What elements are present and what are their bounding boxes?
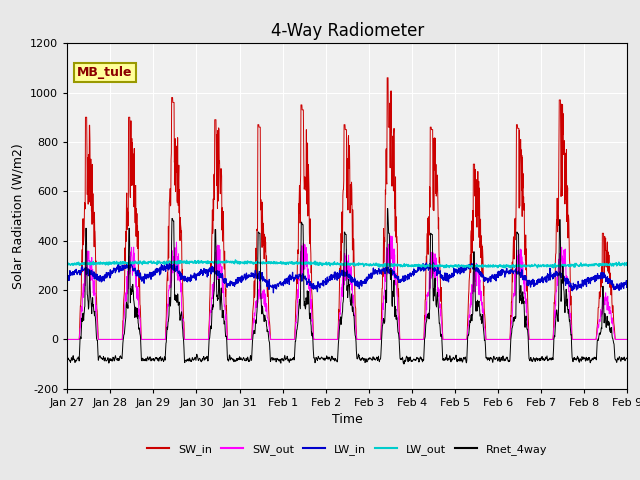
LW_out: [63, 262, 71, 268]
SW_out: [63, 336, 71, 342]
SW_out: [246, 336, 254, 342]
LW_out: [247, 259, 255, 264]
Text: MB_tule: MB_tule: [77, 66, 132, 79]
Rnet_4way: [623, 355, 631, 361]
SW_in: [356, 336, 364, 342]
LW_in: [230, 280, 238, 286]
LW_out: [239, 259, 247, 265]
Rnet_4way: [400, 361, 408, 367]
SW_out: [239, 336, 247, 342]
Rnet_4way: [230, 359, 237, 364]
LW_out: [542, 263, 550, 269]
Line: Rnet_4way: Rnet_4way: [67, 209, 627, 364]
LW_out: [356, 261, 364, 266]
LW_in: [356, 279, 364, 285]
SW_in: [230, 336, 237, 342]
SW_in: [541, 336, 549, 342]
LW_out: [232, 257, 239, 263]
SW_in: [383, 75, 391, 81]
SW_out: [619, 336, 627, 342]
LW_in: [247, 274, 255, 279]
Rnet_4way: [246, 353, 254, 359]
Line: SW_out: SW_out: [67, 235, 627, 339]
Rnet_4way: [383, 206, 391, 212]
Y-axis label: Solar Radiation (W/m2): Solar Radiation (W/m2): [12, 143, 24, 289]
Rnet_4way: [619, 356, 627, 362]
Line: SW_in: SW_in: [67, 78, 627, 339]
LW_out: [623, 262, 631, 268]
SW_out: [230, 336, 237, 342]
LW_in: [619, 281, 627, 287]
Line: LW_in: LW_in: [67, 263, 627, 293]
LW_in: [269, 290, 277, 296]
LW_in: [239, 277, 247, 283]
Legend: SW_in, SW_out, LW_in, LW_out, Rnet_4way: SW_in, SW_out, LW_in, LW_out, Rnet_4way: [142, 439, 552, 459]
LW_out: [619, 260, 627, 266]
SW_out: [386, 232, 394, 238]
SW_in: [619, 336, 627, 342]
LW_out: [501, 265, 509, 271]
LW_in: [126, 260, 134, 266]
SW_out: [356, 336, 364, 342]
Title: 4-Way Radiometer: 4-Way Radiometer: [271, 22, 424, 40]
SW_in: [246, 336, 254, 342]
Line: LW_out: LW_out: [67, 260, 627, 268]
LW_in: [542, 278, 550, 284]
LW_out: [230, 260, 237, 266]
Rnet_4way: [356, 355, 364, 360]
SW_in: [623, 336, 631, 342]
Rnet_4way: [239, 356, 247, 362]
SW_in: [63, 336, 71, 342]
Rnet_4way: [63, 358, 71, 363]
SW_out: [541, 336, 549, 342]
Rnet_4way: [542, 356, 550, 362]
SW_in: [239, 336, 247, 342]
LW_in: [623, 279, 631, 285]
LW_in: [63, 274, 71, 279]
X-axis label: Time: Time: [332, 413, 363, 426]
SW_out: [623, 336, 631, 342]
